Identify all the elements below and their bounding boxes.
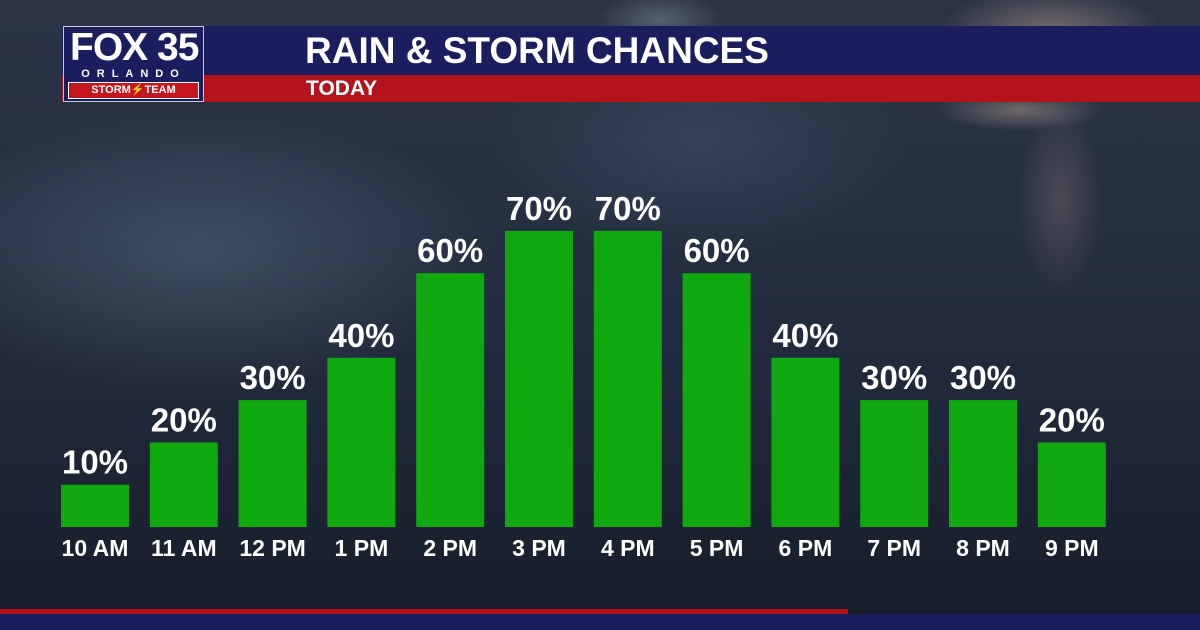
bar-value-label: 70% [506,190,572,227]
bar-value-label: 30% [950,359,1016,396]
station-logo: FOX 35 ORLANDO STORM⚡TEAM [63,26,204,102]
x-tick-label: 12 PM [239,535,305,561]
bar-value-label: 30% [861,359,927,396]
bar-12-pm [238,400,307,527]
x-tick-label: 4 PM [601,535,655,561]
bar-2-pm [416,273,485,527]
bar-value-label: 20% [1039,401,1105,438]
bar-value-label: 60% [417,232,483,269]
x-tick-label: 11 AM [151,535,217,561]
bar-5-pm [682,273,751,527]
x-tick-label: 7 PM [867,535,921,561]
bar-value-label: 70% [595,190,661,227]
page-subtitle: TODAY [306,77,378,100]
bar-9-pm [1037,442,1106,527]
bottom-blue-stripe [0,614,1200,630]
logo-city-text: ORLANDO [81,68,186,80]
header-subtitle-bar [62,75,1200,102]
bar-4-pm [593,230,662,527]
bar-1-pm [327,357,396,527]
bar-value-label: 60% [684,232,750,269]
logo-team-badge: STORM⚡TEAM [68,82,199,99]
x-tick-label: 8 PM [956,535,1010,561]
bar-value-label: 30% [240,359,306,396]
x-tick-label: 3 PM [512,535,566,561]
page-title: RAIN & STORM CHANCES [305,30,769,71]
x-tick-label: 10 AM [62,535,129,561]
logo-fox-text: FOX 35 [70,26,199,69]
bar-value-label: 40% [772,317,838,354]
header-title-bar [62,26,1200,75]
x-tick-label: 5 PM [690,535,744,561]
bar-8-pm [949,400,1017,527]
bar-6-pm [771,357,840,527]
bar-7-pm [860,400,929,527]
x-tick-label: 9 PM [1045,535,1099,561]
bar-value-label: 10% [62,444,128,481]
x-tick-label: 2 PM [423,535,477,561]
bar-11-am [149,442,218,527]
bar-3-pm [505,230,573,527]
x-tick-label: 1 PM [335,535,389,561]
bar-value-label: 40% [328,317,394,354]
bar-10-am [61,484,129,527]
x-tick-label: 6 PM [779,535,833,561]
bottom-red-stripe [0,609,848,614]
bar-value-label: 20% [151,401,217,438]
